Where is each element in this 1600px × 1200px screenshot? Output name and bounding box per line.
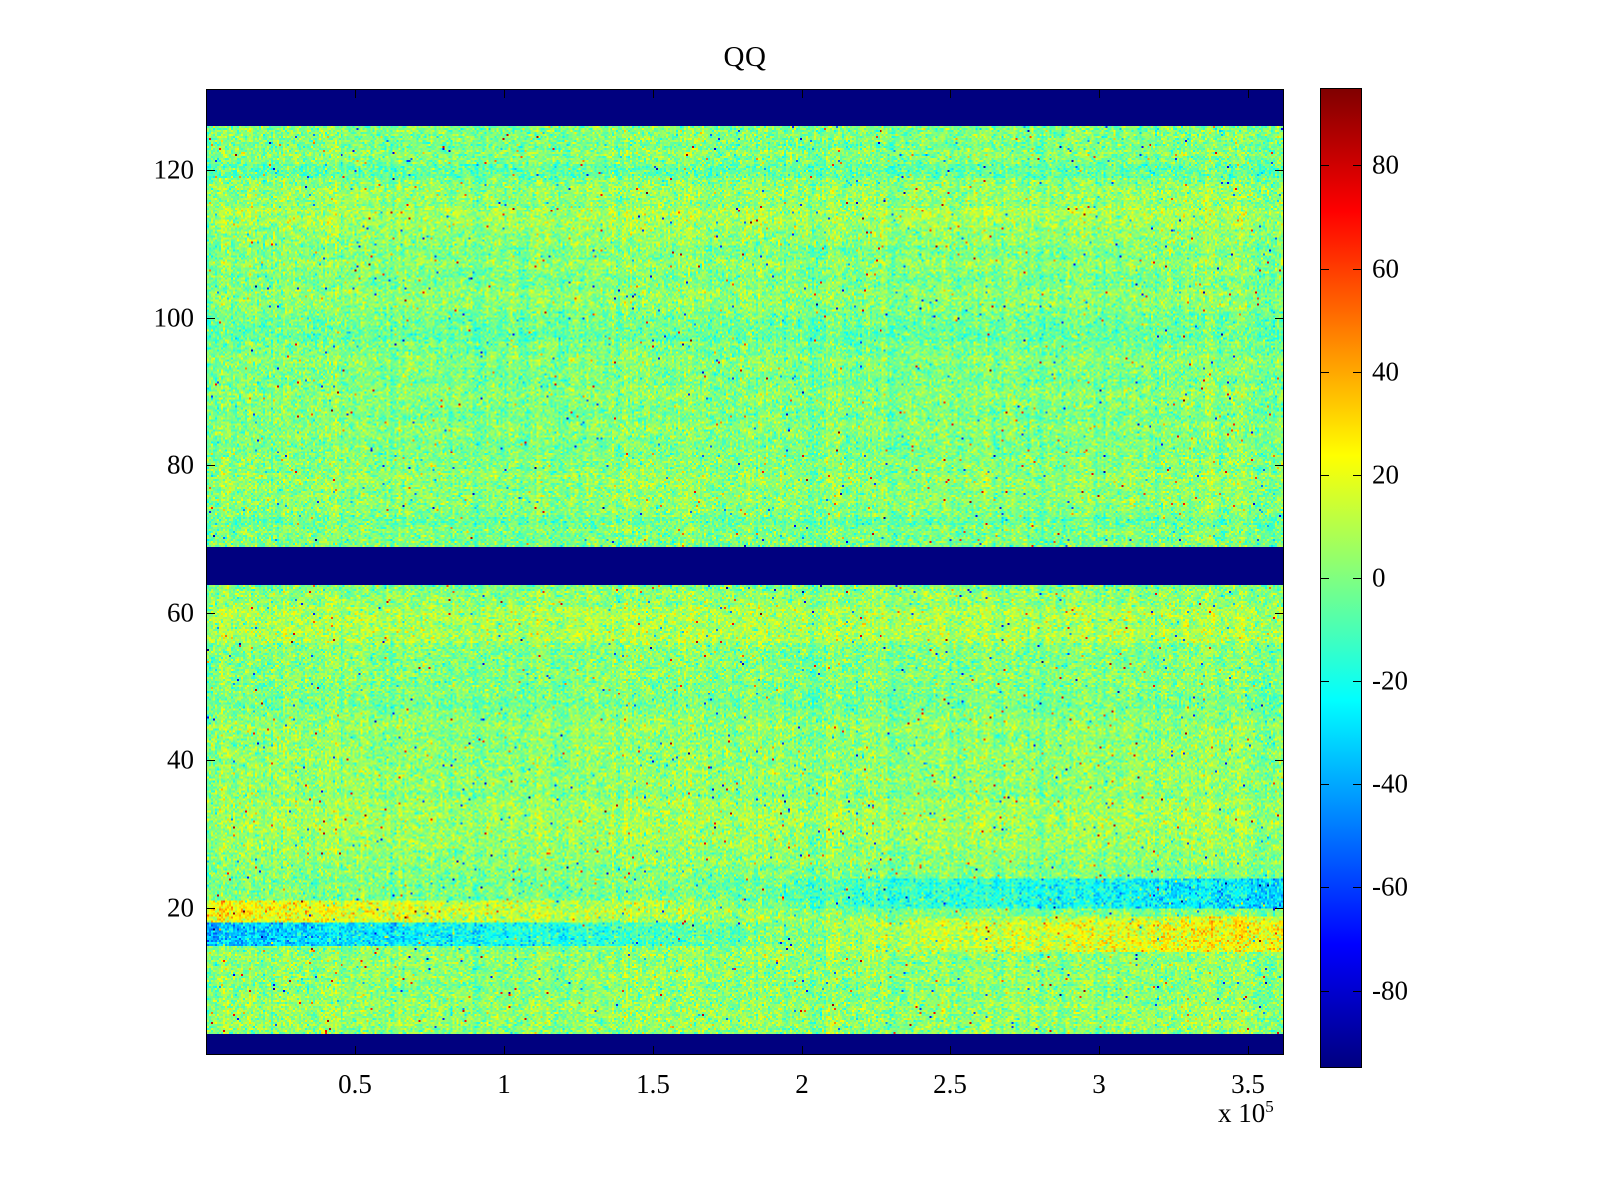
- colorbar-tick-right: [1353, 887, 1361, 888]
- colorbar-tick-right: [1353, 475, 1361, 476]
- y-axis-tick-right: [1275, 318, 1284, 319]
- y-axis-tick: [206, 760, 215, 761]
- colorbar-tick-label: 60: [1372, 253, 1399, 284]
- colorbar-tick: [1321, 165, 1329, 166]
- colorbar-tick-label: -60: [1372, 871, 1408, 902]
- x-axis-tick: [1248, 1046, 1249, 1055]
- x-axis-tick: [802, 1046, 803, 1055]
- heatmap-axes[interactable]: [206, 89, 1284, 1055]
- x-axis-tick-label: 1: [497, 1069, 511, 1099]
- colorbar-tick-right: [1353, 991, 1361, 992]
- x-axis-tick-label: 3.5: [1231, 1069, 1265, 1099]
- x-axis-tick-label: 3: [1092, 1069, 1106, 1099]
- x-axis-exponent-label: x 105: [1218, 1098, 1274, 1129]
- heatmap-image: [207, 90, 1283, 1054]
- colorbar-tick-label: -80: [1372, 975, 1408, 1006]
- x-exponent-text: x 10: [1218, 1098, 1266, 1128]
- x-axis-tick-top: [653, 89, 654, 98]
- x-axis-tick: [504, 1046, 505, 1055]
- colorbar-tick-label: 20: [1372, 459, 1399, 490]
- y-axis-tick-right: [1275, 613, 1284, 614]
- y-axis-tick-label: 80: [167, 449, 194, 480]
- x-axis-tick-label: 1.5: [636, 1069, 670, 1099]
- colorbar-tick: [1321, 578, 1329, 579]
- colorbar-tick-right: [1353, 372, 1361, 373]
- colorbar-tick: [1321, 475, 1329, 476]
- y-axis-tick-label: 120: [153, 154, 195, 185]
- x-exponent-power: 5: [1265, 1097, 1274, 1116]
- y-axis-tick-label: 40: [167, 744, 194, 775]
- colorbar-tick-right: [1353, 269, 1361, 270]
- colorbar-tick: [1321, 784, 1329, 785]
- y-axis-tick-right: [1275, 465, 1284, 466]
- x-axis-tick: [653, 1046, 654, 1055]
- x-axis-tick-top: [802, 89, 803, 98]
- colorbar-tick: [1321, 991, 1329, 992]
- colorbar-tick-label: 0: [1372, 562, 1386, 593]
- colorbar-tick-label: 40: [1372, 356, 1399, 387]
- x-axis-tick-top: [504, 89, 505, 98]
- colorbar-tick: [1321, 372, 1329, 373]
- x-axis-tick: [950, 1046, 951, 1055]
- x-axis-tick-label: 0.5: [338, 1069, 372, 1099]
- y-axis-tick: [206, 318, 215, 319]
- colorbar-tick-label: -20: [1372, 665, 1408, 696]
- y-axis-tick-right: [1275, 760, 1284, 761]
- y-axis-tick-right: [1275, 908, 1284, 909]
- colorbar-tick-right: [1353, 165, 1361, 166]
- x-axis-tick: [1099, 1046, 1100, 1055]
- y-axis-tick: [206, 613, 215, 614]
- colorbar-tick-right: [1353, 784, 1361, 785]
- colorbar-tick-label: -40: [1372, 768, 1408, 799]
- colorbar-tick: [1321, 269, 1329, 270]
- colorbar-tick-right: [1353, 578, 1361, 579]
- colorbar-tick: [1321, 887, 1329, 888]
- x-axis-tick-top: [1099, 89, 1100, 98]
- colorbar-tick: [1321, 681, 1329, 682]
- x-axis-tick: [355, 1046, 356, 1055]
- page-title: QQ: [723, 41, 767, 73]
- y-axis-tick-label: 100: [153, 302, 195, 333]
- colorbar-tick-label: 80: [1372, 149, 1399, 180]
- y-axis-tick-label: 60: [167, 597, 194, 628]
- x-axis-tick-label: 2.5: [933, 1069, 967, 1099]
- x-axis-tick-top: [950, 89, 951, 98]
- y-axis-tick: [206, 465, 215, 466]
- x-axis-tick-top: [1248, 89, 1249, 98]
- y-axis-tick: [206, 170, 215, 171]
- y-axis-tick-label: 20: [167, 892, 194, 923]
- x-axis-tick-top: [355, 89, 356, 98]
- y-axis-tick: [206, 908, 215, 909]
- colorbar-tick-right: [1353, 681, 1361, 682]
- y-axis-tick-right: [1275, 170, 1284, 171]
- x-axis-tick-label: 2: [795, 1069, 809, 1099]
